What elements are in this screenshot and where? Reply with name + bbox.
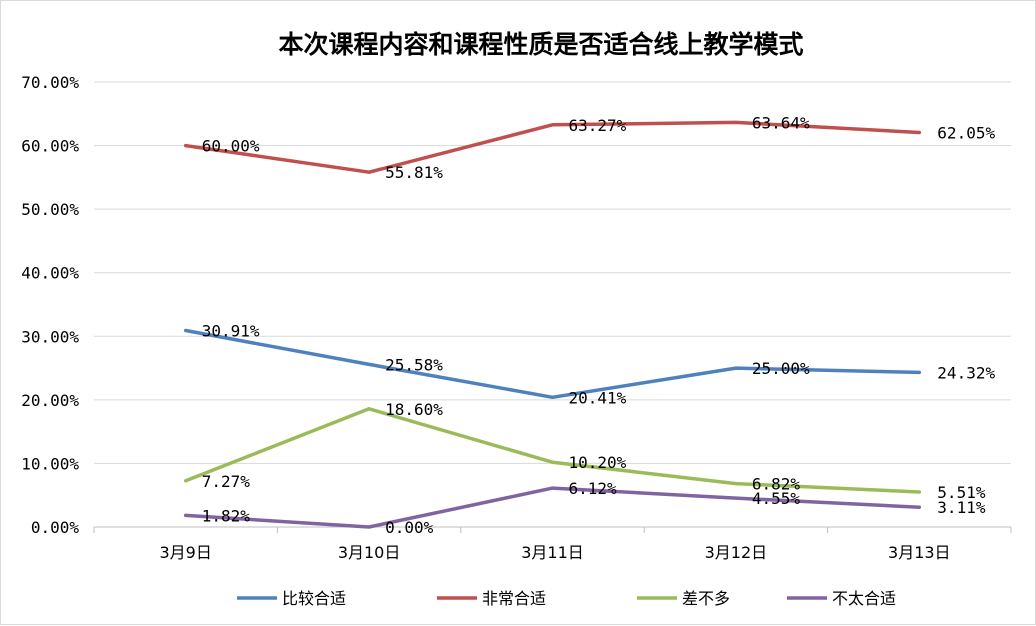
series-line bbox=[183, 120, 922, 174]
data-label: 63.64% bbox=[752, 113, 810, 132]
data-label: 3.11% bbox=[937, 498, 986, 517]
legend-label: 比较合适 bbox=[282, 589, 346, 608]
legend-label: 非常合适 bbox=[482, 589, 546, 608]
x-tick-label: 3月9日 bbox=[160, 543, 212, 562]
legend-item: 差不多 bbox=[637, 589, 730, 608]
legend: 比较合适 非常合适 差不多 不太合适 bbox=[237, 589, 896, 608]
legend-item: 不太合适 bbox=[787, 589, 896, 608]
data-label: 6.12% bbox=[569, 479, 618, 498]
data-label: 24.32% bbox=[937, 363, 995, 382]
data-label: 0.00% bbox=[385, 518, 434, 537]
data-label: 20.41% bbox=[569, 388, 627, 407]
y-axis: 0.00% 10.00% 20.00% 30.00% 40.00% 50.00% 60.00… bbox=[21, 73, 79, 537]
series-line bbox=[183, 328, 922, 400]
data-label: 25.00% bbox=[752, 359, 810, 378]
data-label: 7.27% bbox=[202, 472, 251, 491]
y-tick-label: 10.00% bbox=[21, 454, 79, 473]
legend-item: 比较合适 bbox=[237, 589, 346, 608]
y-tick-label: 0.00% bbox=[31, 518, 80, 537]
data-label: 18.60% bbox=[385, 400, 443, 419]
data-label: 4.55% bbox=[752, 489, 801, 508]
legend-label: 不太合适 bbox=[832, 589, 896, 608]
y-tick-label: 50.00% bbox=[21, 200, 79, 219]
legend-label: 差不多 bbox=[682, 589, 730, 608]
y-tick-label: 60.00% bbox=[21, 137, 79, 156]
y-tick-label: 40.00% bbox=[21, 264, 79, 283]
y-tick-label: 20.00% bbox=[21, 391, 79, 410]
data-labels: 30.91% 25.58% 20.41% 25.00% 24.32% 60.00% 55.8… bbox=[202, 113, 996, 537]
data-label: 5.51% bbox=[937, 483, 986, 502]
gridlines bbox=[94, 81, 1011, 464]
x-tick-label: 3月12日 bbox=[705, 543, 768, 562]
x-tick-label: 3月13日 bbox=[888, 543, 951, 562]
data-label: 25.58% bbox=[385, 355, 443, 374]
x-axis: 3月9日 3月10日 3月11日 3月12日 3月13日 bbox=[93, 526, 1012, 562]
series-line bbox=[183, 486, 922, 529]
x-tick-label: 3月11日 bbox=[521, 543, 584, 562]
data-label: 1.82% bbox=[202, 506, 251, 525]
data-label: 63.27% bbox=[569, 116, 627, 135]
legend-item: 非常合适 bbox=[437, 589, 546, 608]
data-label: 6.82% bbox=[752, 475, 801, 494]
series-line bbox=[183, 407, 922, 494]
series-lines bbox=[183, 120, 922, 529]
data-label: 60.00% bbox=[202, 137, 260, 156]
data-label: 30.91% bbox=[202, 322, 260, 341]
x-tick-label: 3月10日 bbox=[338, 543, 401, 562]
y-tick-label: 70.00% bbox=[21, 73, 79, 92]
data-label: 10.20% bbox=[569, 453, 627, 472]
data-label: 55.81% bbox=[385, 163, 443, 182]
data-label: 62.05% bbox=[937, 124, 995, 143]
y-tick-label: 30.00% bbox=[21, 327, 79, 346]
chart-title: 本次课程内容和课程性质是否适合线上教学模式 bbox=[278, 30, 803, 59]
